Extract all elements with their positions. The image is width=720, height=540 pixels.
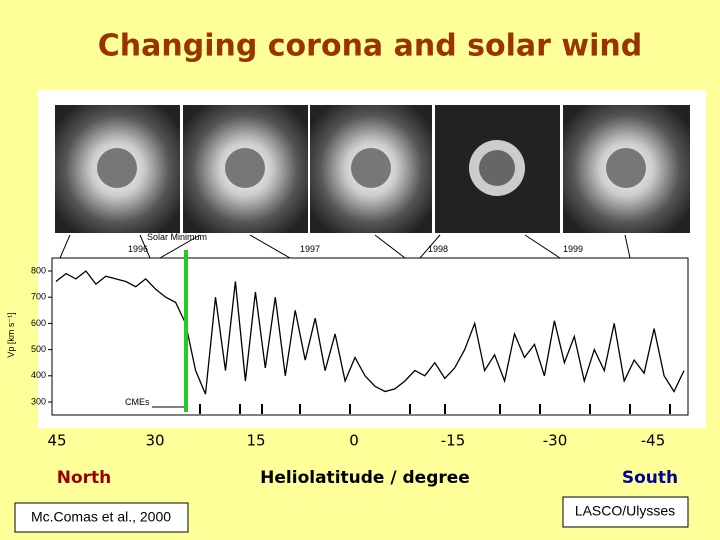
title: Changing corona and solar wind (98, 29, 642, 64)
latitude-axis: 45 30 15 0 -15 -30 -45 (47, 432, 665, 450)
credit-box (14, 502, 189, 533)
latitude-tick-label: -45 (641, 432, 666, 450)
year-label: 1998 (428, 244, 448, 254)
plot-frame (51, 257, 689, 416)
y-tick-label: 500 (31, 344, 46, 354)
latitude-tick-label: -15 (441, 432, 466, 450)
year-label: 1996 (128, 244, 148, 254)
y-axis-label: Vp [km s⁻¹] (6, 312, 16, 357)
credit: LASCO/Ulysses (575, 503, 675, 519)
latitude-tick-label: 0 (349, 432, 359, 450)
credit-box (562, 496, 689, 528)
y-tick-label: 300 (31, 396, 46, 406)
arrows (59, 234, 631, 259)
credit: Mc.Comas et al., 2000 (31, 509, 171, 525)
latitude-tick-label: 45 (47, 432, 66, 450)
year-label: 1999 (563, 244, 583, 254)
y-tick-label: 800 (31, 265, 46, 275)
plot: 800 700 600 500 400 300 (31, 265, 685, 406)
latitude-tick-label: 15 (246, 432, 265, 450)
south-label: South (622, 468, 678, 488)
cme-ticks (199, 404, 671, 414)
coronagraph-images (55, 105, 690, 233)
annotation: CMEs (125, 397, 150, 407)
annotation: Solar Minimum (147, 232, 207, 242)
y-tick-label: 700 (31, 292, 46, 302)
y-tick-label: 600 (31, 318, 46, 328)
y-tick-label: 400 (31, 370, 46, 380)
north-label: North (57, 468, 112, 488)
year-label: 1997 (300, 244, 320, 254)
latitude-tick-label: -30 (543, 432, 568, 450)
speed-trace (55, 270, 685, 395)
latitude-tick-label: 30 (145, 432, 164, 450)
axis-title: Heliolatitude / degree (260, 468, 470, 488)
